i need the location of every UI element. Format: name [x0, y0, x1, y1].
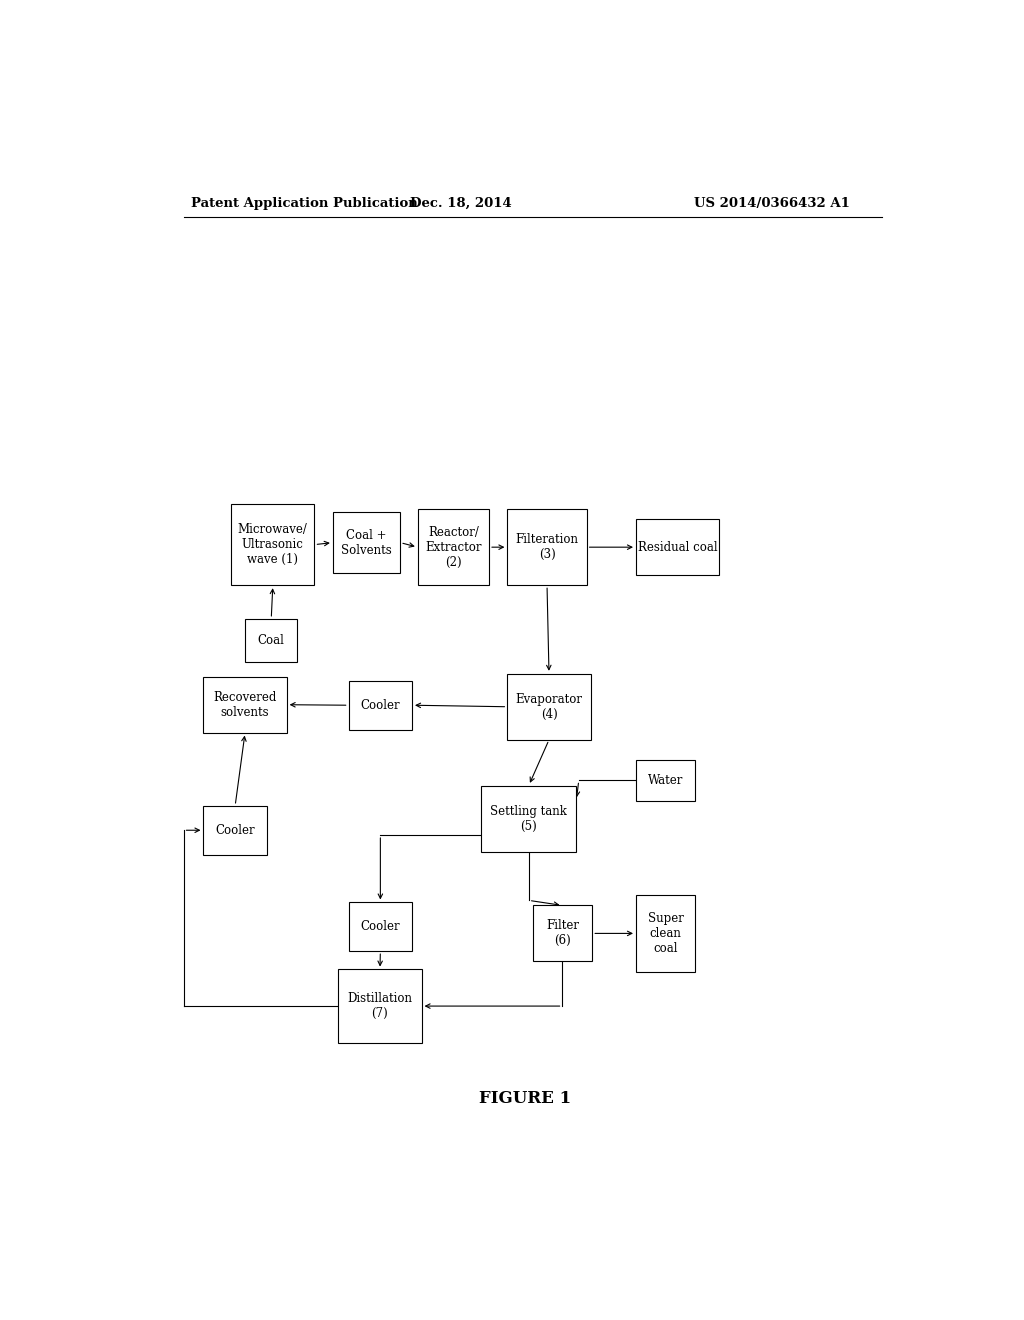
FancyBboxPatch shape	[231, 504, 314, 585]
FancyBboxPatch shape	[348, 903, 412, 952]
Text: Cooler: Cooler	[360, 920, 400, 933]
Text: Settling tank
(5): Settling tank (5)	[490, 805, 567, 833]
Text: Distillation
(7): Distillation (7)	[347, 993, 413, 1020]
Text: Filteration
(3): Filteration (3)	[515, 533, 579, 561]
Text: Residual coal: Residual coal	[638, 541, 718, 553]
FancyBboxPatch shape	[636, 760, 695, 801]
FancyBboxPatch shape	[246, 619, 297, 661]
Text: Super
clean
coal: Super clean coal	[648, 912, 684, 954]
FancyBboxPatch shape	[333, 512, 400, 573]
Text: Filter
(6): Filter (6)	[546, 920, 579, 948]
Text: Coal +
Solvents: Coal + Solvents	[341, 528, 392, 557]
Text: Cooler: Cooler	[360, 698, 400, 711]
FancyBboxPatch shape	[418, 510, 489, 585]
FancyBboxPatch shape	[348, 681, 412, 730]
Text: Recovered
solvents: Recovered solvents	[213, 690, 276, 718]
FancyBboxPatch shape	[204, 805, 267, 854]
Text: Coal: Coal	[258, 634, 285, 647]
FancyBboxPatch shape	[507, 673, 591, 739]
Text: Patent Application Publication: Patent Application Publication	[191, 197, 418, 210]
FancyBboxPatch shape	[636, 519, 719, 576]
Text: Microwave/
Ultrasonic
wave (1): Microwave/ Ultrasonic wave (1)	[238, 523, 308, 566]
FancyBboxPatch shape	[204, 677, 287, 733]
Text: US 2014/0366432 A1: US 2014/0366432 A1	[694, 197, 850, 210]
Text: Cooler: Cooler	[215, 824, 255, 837]
Text: Water: Water	[648, 774, 683, 787]
FancyBboxPatch shape	[532, 906, 592, 961]
FancyBboxPatch shape	[507, 510, 587, 585]
Text: Evaporator
(4): Evaporator (4)	[515, 693, 583, 721]
FancyBboxPatch shape	[636, 895, 695, 972]
Text: Reactor/
Extractor
(2): Reactor/ Extractor (2)	[425, 525, 481, 569]
Text: FIGURE 1: FIGURE 1	[479, 1090, 570, 1107]
Text: Dec. 18, 2014: Dec. 18, 2014	[411, 197, 512, 210]
FancyBboxPatch shape	[338, 969, 422, 1043]
FancyBboxPatch shape	[481, 785, 577, 851]
